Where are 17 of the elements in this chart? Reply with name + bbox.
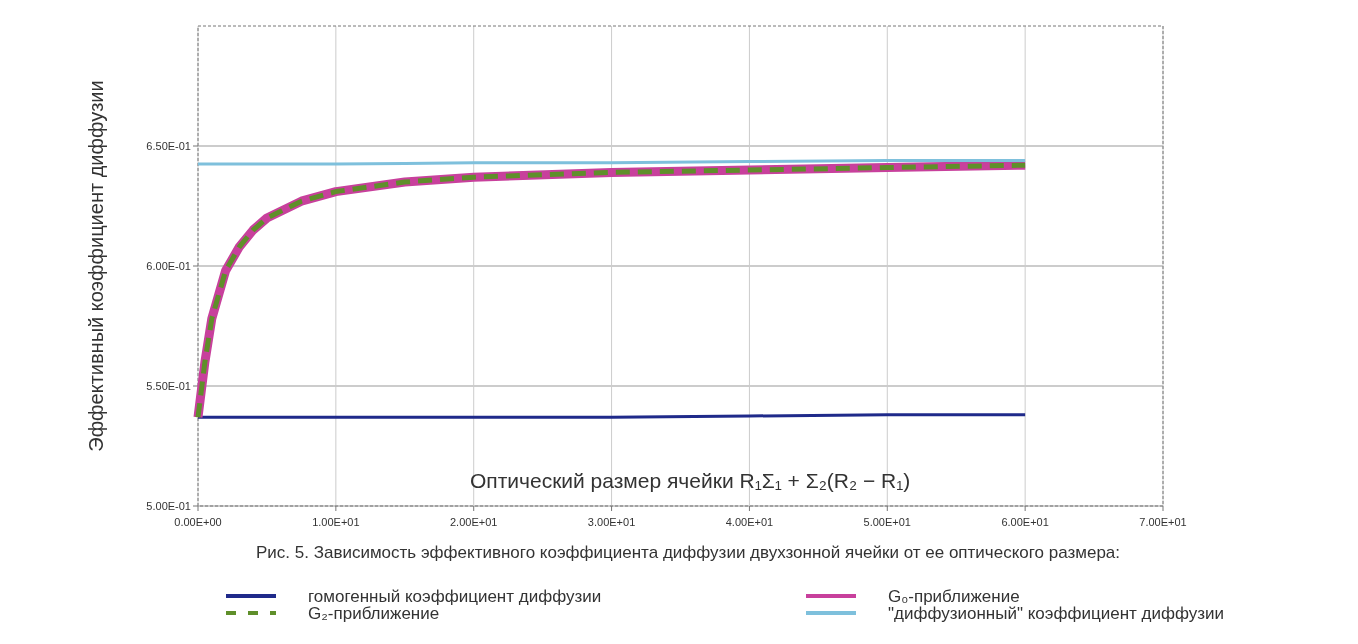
x-tick-label: 6.00E+01 (1001, 516, 1049, 528)
legend-label: G₀-приближение (888, 586, 1020, 606)
y-tick-label: 5.00E-01 (146, 499, 191, 512)
x-tick-label: 7.00E+01 (1139, 516, 1187, 528)
legend-label: гомогенный коэффициент диффузии (308, 586, 602, 606)
y-axis-title: Эффективный коэффициент диффузии (85, 80, 107, 452)
x-tick-label: 2.00E+01 (450, 516, 498, 528)
x-tick-label: 3.00E+01 (587, 516, 636, 528)
x-tick-label: 4.00E+01 (725, 516, 774, 528)
x-tick-label: 0.00E+00 (174, 516, 222, 528)
x-tick-label: 5.00E+01 (863, 516, 911, 528)
y-tick-label: 6.00E-01 (146, 259, 191, 272)
x-tick-label: 1.00E+01 (312, 516, 360, 528)
x-axis-title: Оптический размер ячейки R₁Σ₁ + Σ₂(R₂ − R₁) (469, 469, 911, 492)
y-tick-label: 5.50E-01 (146, 379, 191, 392)
text: Рис. 5. Зависимость эффективного коэффициента диффузии двухзонной ячейки от ее оптического размера: (255, 543, 1121, 562)
y-tick-label: 6.50E-01 (146, 139, 191, 152)
